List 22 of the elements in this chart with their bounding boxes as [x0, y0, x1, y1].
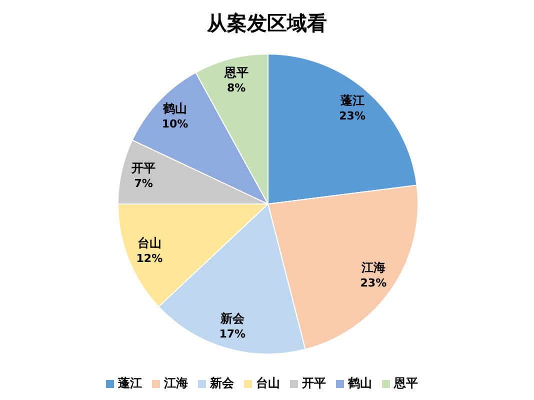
data-label: 23% — [339, 109, 366, 122]
legend-label: 恩平 — [394, 376, 418, 390]
legend-label: 江海 — [164, 376, 188, 390]
slice-label: 鹤山 — [162, 102, 188, 116]
data-label: 17% — [219, 327, 246, 340]
slice-label: 恩平 — [223, 66, 248, 80]
slice-label: 新会 — [219, 311, 246, 326]
chart-title: 从案发区域看 — [206, 10, 328, 37]
data-label: 7% — [134, 177, 153, 190]
slice-label: 江海 — [360, 260, 386, 275]
legend-label: 台山 — [256, 376, 280, 390]
legend-label: 新会 — [210, 376, 234, 390]
data-label: 12% — [136, 252, 163, 265]
legend-label: 蓬江 — [118, 376, 142, 390]
data-label: 10% — [162, 118, 188, 131]
data-label: 23% — [360, 276, 387, 290]
slice-label: 开平 — [130, 161, 156, 176]
legend-label: 鹤山 — [348, 376, 372, 390]
legend-label: 开平 — [302, 376, 326, 390]
slice-label: 台山 — [137, 236, 162, 250]
data-label: 8% — [226, 82, 246, 95]
slice-label: 蓬江 — [339, 93, 364, 108]
